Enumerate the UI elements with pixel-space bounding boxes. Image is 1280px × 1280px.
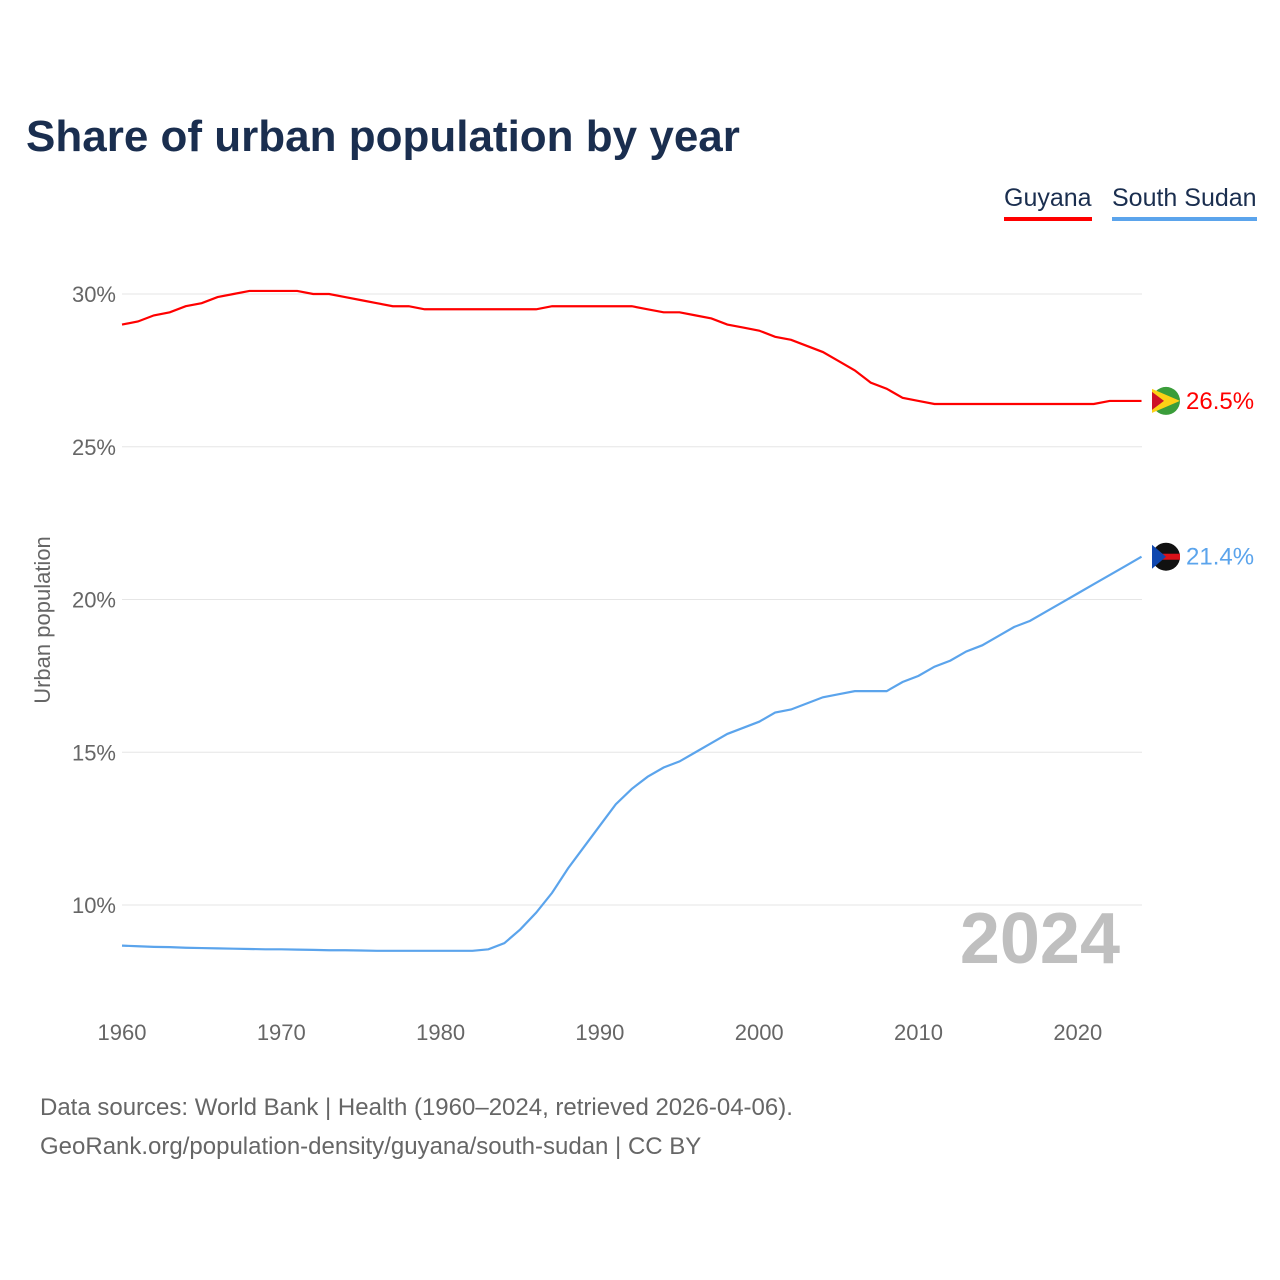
series-line-south-sudan [121,555,1143,952]
x-tick-label: 1960 [98,1020,147,1045]
year-label: 2024 [960,899,1120,979]
legend-south-sudan[interactable]: South Sudan [1112,184,1257,221]
x-tick-label: 1970 [257,1020,306,1045]
y-tick-label: 25% [72,435,116,460]
series-line-guyana [121,289,1142,406]
source-note: Data sources: World Bank | Health (1960–… [40,1088,793,1166]
flag-triangle [1152,391,1164,410]
source-line-2[interactable]: GeoRank.org/population-density/guyana/so… [40,1133,702,1160]
source-line-1: Data sources: World Bank | Health (1960–… [40,1094,793,1121]
x-tick-label: 2010 [894,1020,943,1045]
end-value-label: 21.4% [1186,544,1254,571]
end-value-label: 26.5% [1186,388,1254,415]
x-tick-label: 2000 [735,1020,784,1045]
y-tick-label: 15% [72,740,116,765]
legend-guyana[interactable]: Guyana [1004,184,1092,221]
y-axis-label: Urban population [30,536,55,704]
x-tick-label: 1980 [416,1020,465,1045]
chart-title: Share of urban population by year [26,112,740,161]
y-tick-label: 10% [72,893,116,918]
y-tick-label: 20% [72,588,116,613]
x-tick-label: 2020 [1053,1020,1102,1045]
flag-triangle [1152,544,1166,569]
y-tick-label: 30% [72,282,116,307]
flag-triangle [1152,388,1180,413]
x-tick-label: 1990 [575,1020,624,1045]
